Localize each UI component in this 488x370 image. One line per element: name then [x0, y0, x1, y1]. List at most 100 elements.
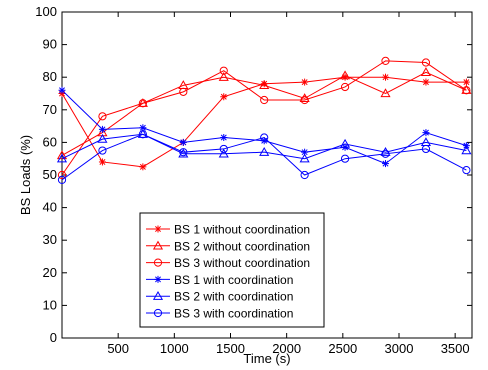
x-tick-label: 2500 [328, 341, 357, 356]
y-tick-label: 20 [43, 265, 57, 280]
star-stroke [220, 93, 227, 100]
data-point-triangle [299, 153, 310, 163]
star-stroke [59, 87, 65, 94]
series-line [61, 133, 467, 160]
y-tick-label: 0 [50, 330, 57, 345]
x-axis-label: Time (s) [243, 351, 290, 366]
data-point-triangle [340, 138, 351, 148]
series-line [61, 60, 467, 176]
legend-item: BS 3 without coordination [146, 256, 310, 270]
data-point-circle [421, 58, 431, 67]
x-tick-label: 2000 [272, 341, 301, 356]
legend-item: BS 1 without coordination [146, 223, 310, 237]
legend-item: BS 2 with coordination [146, 290, 293, 304]
data-point-circle [219, 66, 228, 75]
data-point-triangle [178, 148, 189, 158]
data-point-star [422, 129, 430, 137]
data-point-circle [98, 112, 107, 121]
data-point-triangle [218, 71, 229, 81]
axis-ticks: 0 10 20 30 40 50 60 70 80 90 100 500 1000 1500 2000 250… [35, 4, 472, 356]
star-stroke [155, 276, 161, 283]
data-point-circle [153, 308, 163, 318]
star-stroke [139, 163, 146, 170]
data-point-circle [138, 99, 147, 108]
data-point-circle [260, 133, 269, 142]
data-point-circle [340, 82, 350, 92]
data-point-triangle [340, 70, 351, 80]
data-point-circle [381, 149, 390, 158]
y-tick-label: 90 [43, 37, 57, 52]
y-tick-label: 10 [43, 297, 57, 312]
star-stroke [220, 134, 227, 141]
star-stroke [382, 160, 389, 167]
legend-box [139, 212, 325, 328]
data-point-star [382, 73, 390, 81]
legend-label: BS 2 with coordination [174, 290, 293, 304]
series-2 [56, 67, 472, 160]
star-stroke [301, 149, 308, 156]
series-lines [56, 56, 472, 184]
y-tick-label: 100 [35, 4, 57, 19]
star-stroke [99, 158, 106, 165]
series-line [61, 71, 467, 156]
y-tick-label: 40 [43, 200, 57, 215]
data-point-circle [138, 130, 147, 139]
data-point-star [301, 78, 309, 86]
star-stroke [139, 124, 146, 131]
x-tick-label: 3000 [385, 341, 414, 356]
x-tick-label: 500 [107, 341, 129, 356]
y-tick-label: 50 [43, 167, 57, 182]
data-point-triangle [97, 133, 108, 143]
data-point-star [179, 138, 187, 146]
x-tick-label: 3500 [441, 341, 470, 356]
legend-label: BS 3 with coordination [174, 307, 293, 321]
data-point-triangle [461, 145, 472, 155]
data-point-triangle [152, 290, 164, 300]
x-tick-label: 1000 [160, 341, 189, 356]
data-point-star [462, 78, 470, 86]
data-point-triangle [380, 88, 391, 98]
star-stroke [180, 139, 187, 146]
data-point-triangle [420, 67, 432, 76]
series-6 [57, 130, 471, 184]
data-point-circle [462, 86, 471, 95]
data-point-star [98, 125, 106, 133]
data-point-star [154, 225, 162, 233]
star-stroke [463, 79, 470, 86]
star-stroke [301, 79, 308, 86]
data-point-star [154, 275, 162, 283]
y-tick-label: 70 [43, 102, 57, 117]
legend-label: BS 1 with coordination [174, 273, 293, 287]
data-point-triangle [218, 148, 229, 158]
data-point-circle [340, 154, 350, 163]
legend-label: BS 2 without coordination [174, 239, 310, 253]
data-point-circle [179, 148, 188, 157]
data-point-circle [462, 166, 471, 175]
legend-item: BS 3 with coordination [146, 307, 293, 321]
data-point-triangle [299, 93, 310, 103]
data-point-star [58, 86, 66, 94]
data-point-star [98, 158, 106, 166]
star-stroke [155, 226, 161, 232]
data-point-circle [57, 170, 67, 180]
star-stroke [382, 74, 389, 81]
data-point-circle [153, 258, 163, 267]
data-point-circle [98, 146, 107, 155]
legend-item: BS 1 with coordination [146, 273, 293, 287]
legend-label: BS 1 without coordination [174, 223, 310, 237]
legend-item: BS 2 without coordination [146, 239, 310, 253]
data-point-star [220, 93, 228, 101]
y-tick-label: 60 [43, 134, 57, 149]
x-tick-label: 1500 [216, 341, 245, 356]
data-point-star [382, 160, 390, 168]
series-3 [57, 56, 471, 180]
series-line [61, 133, 467, 181]
star-stroke [99, 126, 106, 133]
y-tick-label: 80 [43, 69, 57, 84]
data-point-circle [421, 144, 431, 154]
data-point-triangle [259, 80, 270, 89]
data-point-triangle [56, 153, 68, 163]
data-point-star [422, 78, 430, 86]
legend-label: BS 3 without coordination [174, 256, 310, 270]
